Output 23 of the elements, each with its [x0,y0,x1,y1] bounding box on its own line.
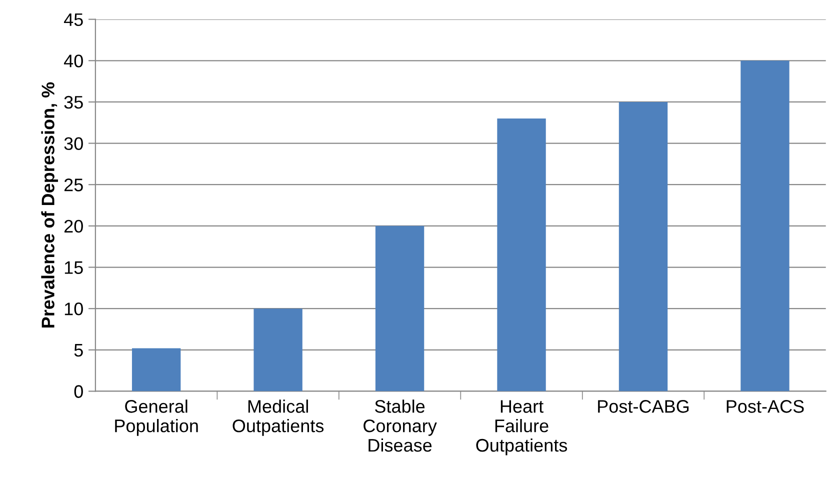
bar [618,102,668,392]
y-tick-label: 15 [64,261,83,274]
bar [740,60,790,392]
y-tick-label: 25 [64,178,83,192]
y-tick-label: 30 [64,137,83,150]
y-tick-label: 5 [74,344,83,357]
y-axis-title: Prevalence of Depression, % [41,82,58,328]
x-tick-label: Stable Coronary Disease [364,400,437,452]
x-tick-label: Heart Failure Outpatients [476,400,568,456]
y-tick-label: 0 [74,385,83,398]
x-tick-label: Post-ACS [726,400,804,413]
bar [497,118,546,392]
y-tick-label: 20 [64,220,83,233]
x-tick-label: General Population [115,400,198,436]
x-tick-label: Post-CABG [598,400,689,413]
y-tick-label: 45 [64,13,83,26]
x-tick-label: Medical Outpatients [232,400,324,436]
y-tick-label: 35 [64,96,83,109]
bar [254,308,302,392]
bar [375,226,424,392]
y-tick-label: 40 [64,54,83,68]
bar [132,348,181,392]
y-tick-label: 10 [64,302,83,316]
